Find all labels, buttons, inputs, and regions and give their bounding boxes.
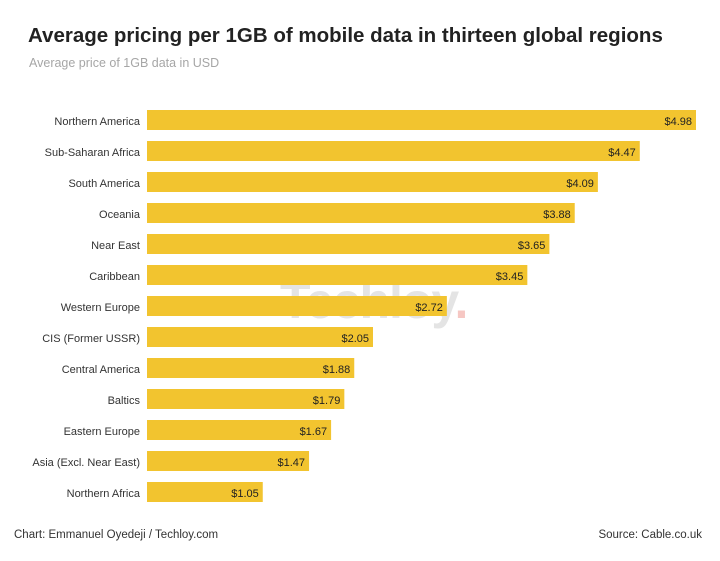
value-label: $1.67: [300, 426, 328, 438]
bar: [147, 110, 696, 130]
category-label: Sub-Saharan Africa: [45, 147, 141, 159]
bar: [147, 389, 345, 409]
chart-title: Average pricing per 1GB of mobile data i…: [28, 24, 663, 47]
category-label: Central America: [62, 364, 141, 376]
value-label: $4.98: [664, 116, 692, 128]
bar: [147, 234, 550, 254]
chart-credit: Chart: Emmanuel Oyedeji / Techloy.com: [14, 529, 219, 541]
value-label: $3.88: [543, 209, 571, 221]
category-label: Western Europe: [61, 302, 140, 314]
value-label: $1.47: [278, 457, 306, 469]
bar: [147, 420, 332, 440]
value-label: $2.05: [341, 333, 369, 345]
bar: [147, 172, 598, 192]
category-label: Near East: [91, 240, 140, 252]
category-label: Oceania: [99, 209, 141, 221]
category-label: Baltics: [108, 395, 141, 407]
category-label: Eastern Europe: [64, 426, 140, 438]
chart-source: Source: Cable.co.uk: [598, 529, 702, 541]
bar: [147, 141, 640, 161]
bar: [147, 482, 263, 502]
value-label: $1.05: [231, 488, 259, 500]
value-label: $4.09: [566, 178, 594, 190]
bars-group: Northern America $4.98 Sub-Saharan Africa $…: [32, 110, 696, 502]
category-label: Caribbean: [89, 271, 140, 283]
value-label: $4.47: [608, 147, 636, 159]
value-label: $2.72: [415, 302, 443, 314]
chart-subtitle: Average price of 1GB data in USD: [29, 56, 220, 70]
value-label: $3.65: [518, 240, 546, 252]
category-label: CIS (Former USSR): [42, 333, 140, 345]
category-label: Northern Africa: [67, 488, 141, 500]
bar: [147, 327, 373, 347]
category-label: Asia (Excl. Near East): [32, 457, 140, 469]
bar: [147, 358, 355, 378]
watermark-dot: .: [454, 273, 469, 329]
value-label: $3.45: [496, 271, 524, 283]
bar: [147, 451, 310, 471]
bar: [147, 203, 575, 223]
category-label: Northern America: [54, 116, 140, 128]
category-label: South America: [68, 178, 140, 190]
value-label: $1.79: [313, 395, 341, 407]
value-label: $1.88: [323, 364, 351, 376]
bar: [147, 296, 447, 316]
bar: [147, 265, 528, 285]
